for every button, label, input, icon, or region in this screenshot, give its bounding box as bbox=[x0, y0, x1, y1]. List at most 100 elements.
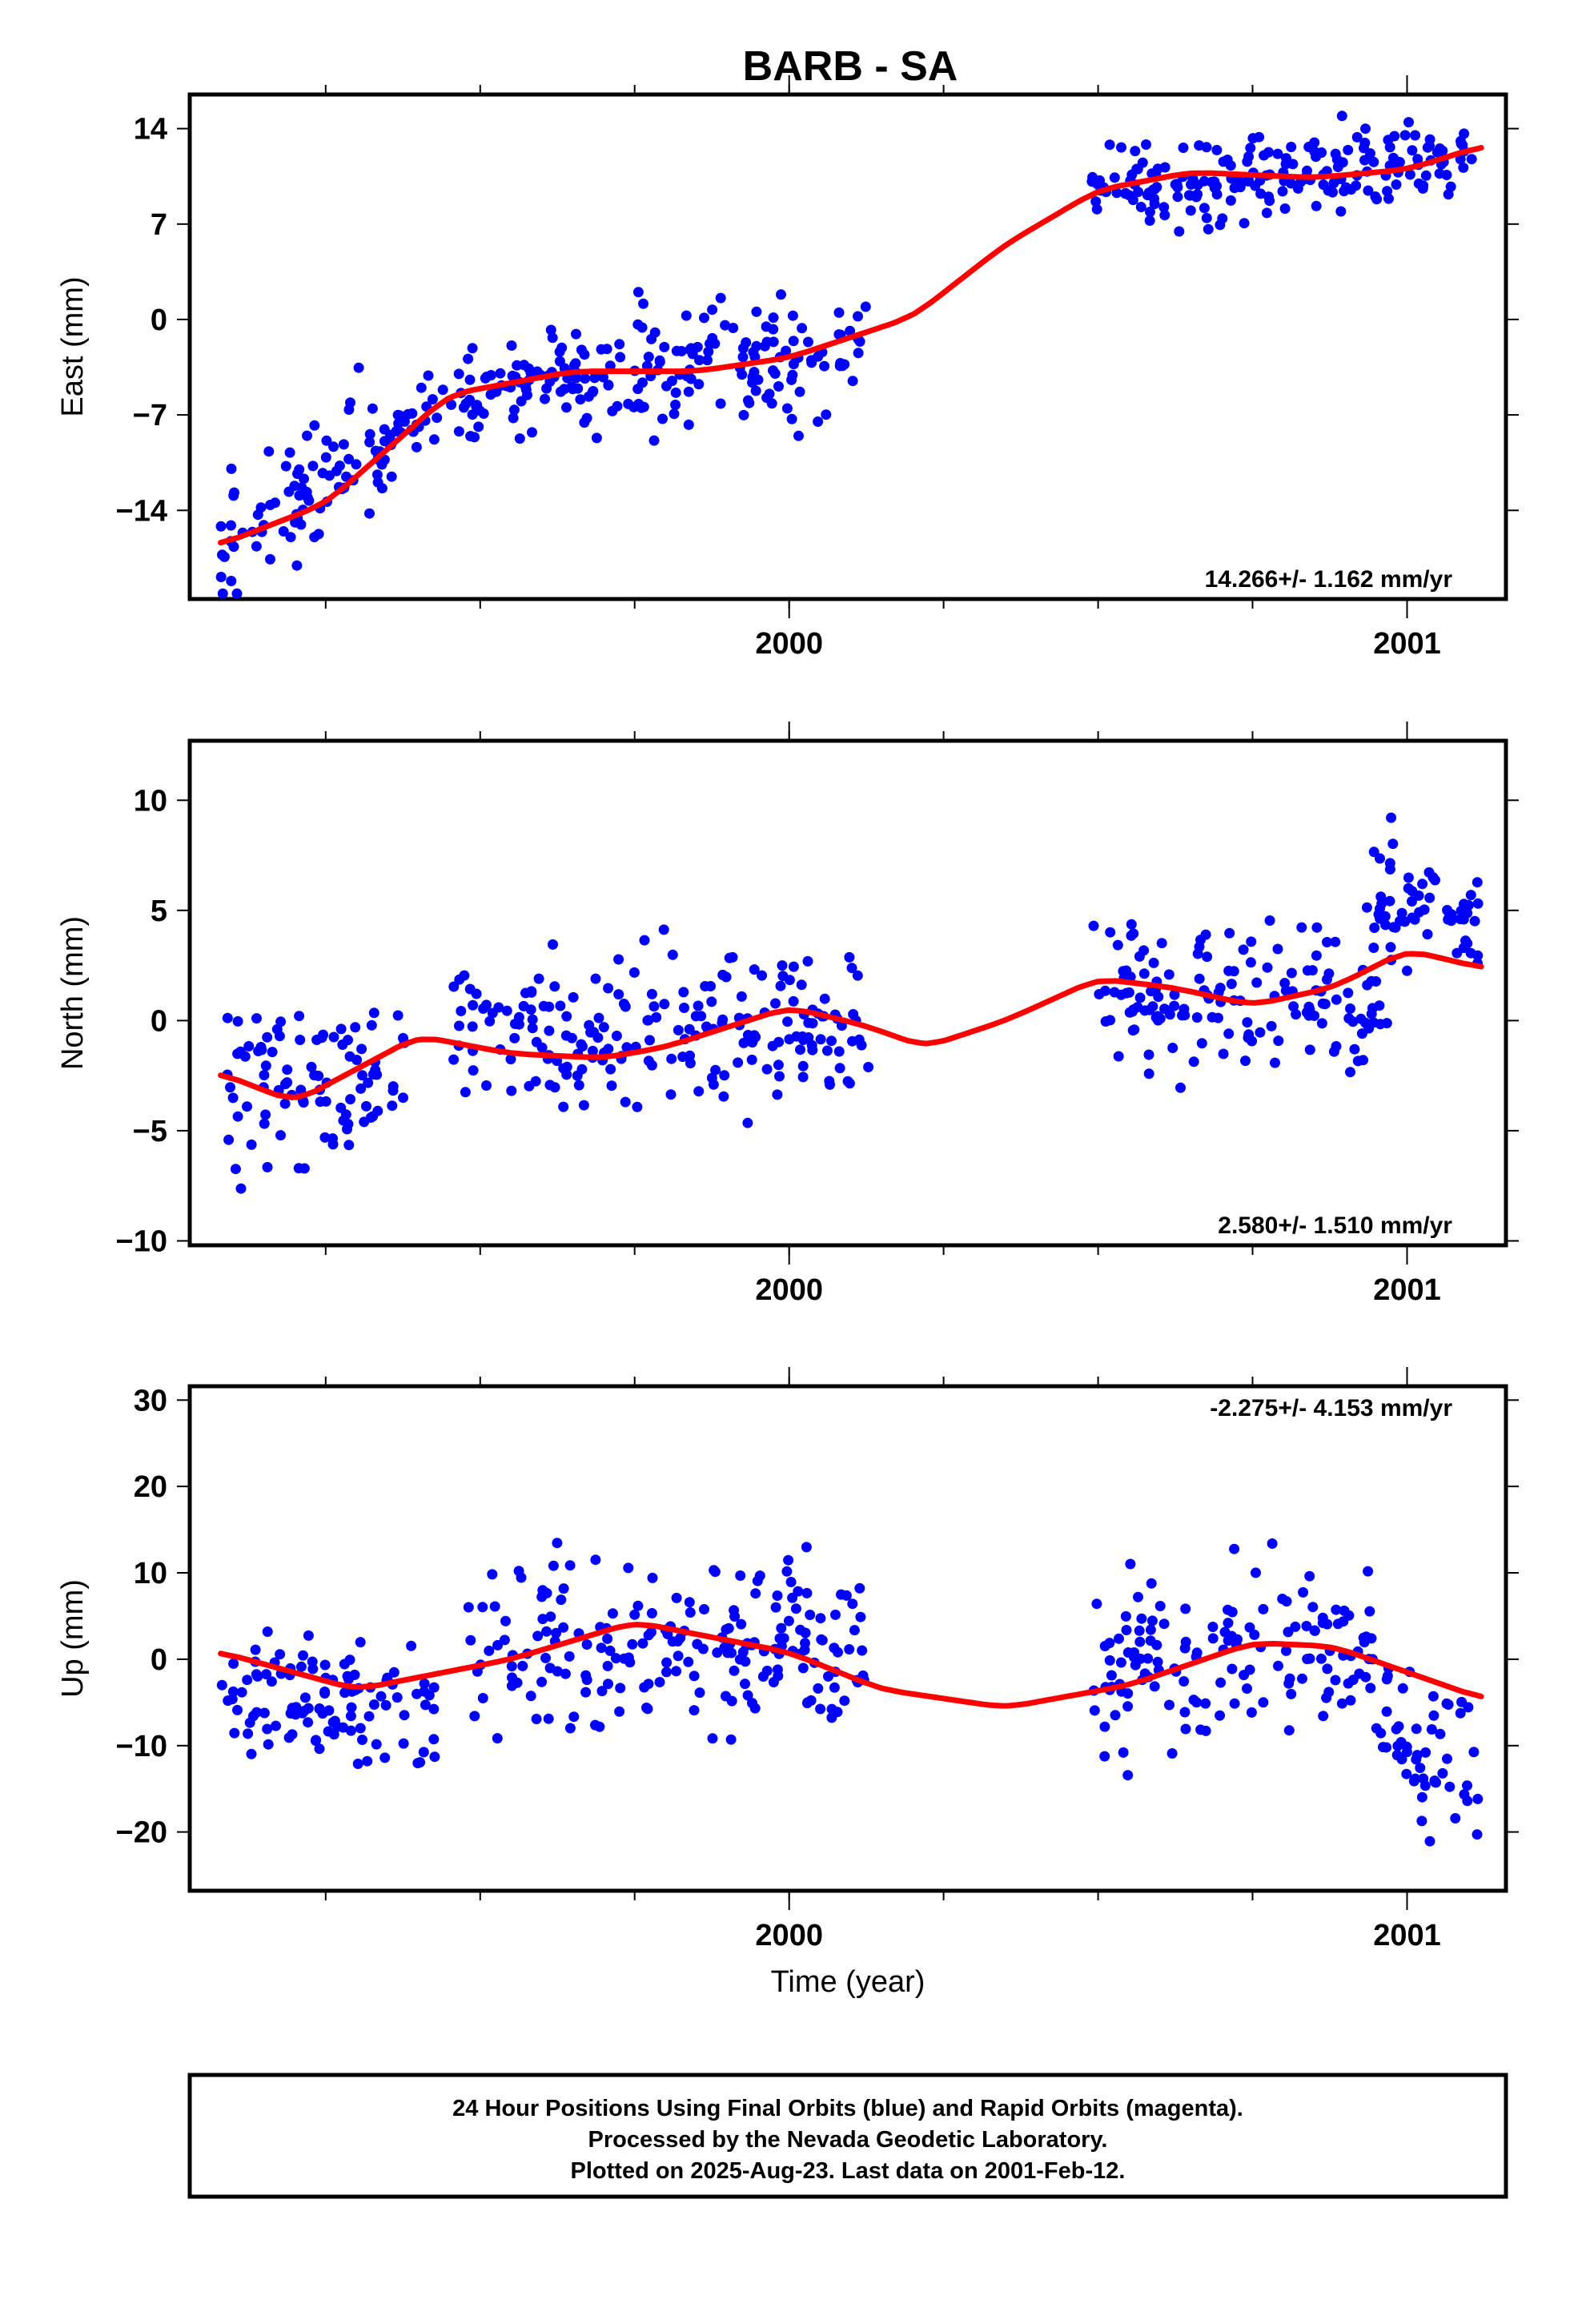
north-data-point bbox=[1175, 1082, 1186, 1093]
up-data-point bbox=[689, 1705, 700, 1716]
up-data-point bbox=[329, 1715, 340, 1727]
east-data-point bbox=[508, 404, 520, 416]
up-data-point bbox=[362, 1755, 373, 1767]
east-data-point bbox=[1086, 176, 1098, 187]
north-data-point bbox=[1296, 922, 1307, 933]
up-data-point bbox=[1428, 1710, 1439, 1721]
up-data-point bbox=[551, 1627, 561, 1638]
up-panel: 2000 2001 30 20 10 0 −10 −20 Up (mm) -2.275+/- … bbox=[56, 1367, 1519, 1952]
north-data-point bbox=[561, 1069, 572, 1080]
up-data-point bbox=[1178, 1676, 1190, 1687]
north-data-point bbox=[456, 1006, 467, 1016]
north-data-point bbox=[1462, 938, 1473, 949]
north-data-point bbox=[459, 970, 470, 981]
east-data-point bbox=[591, 432, 602, 444]
up-data-point bbox=[428, 1682, 440, 1693]
up-data-point bbox=[560, 1668, 571, 1679]
up-data-point bbox=[1106, 1670, 1117, 1681]
up-data-point bbox=[1281, 1645, 1291, 1656]
east-data-point bbox=[1222, 155, 1233, 165]
north-x-tick-label: 2000 bbox=[755, 1273, 823, 1307]
east-data-point bbox=[1141, 139, 1151, 150]
up-data-point bbox=[1330, 1675, 1341, 1686]
north-data-point bbox=[549, 1082, 560, 1093]
north-data-point bbox=[1143, 1049, 1154, 1060]
up-data-point bbox=[1323, 1687, 1335, 1698]
east-data-point bbox=[320, 452, 331, 463]
north-data-point bbox=[1424, 892, 1435, 903]
east-data-point bbox=[761, 336, 773, 348]
north-data-point bbox=[359, 1116, 370, 1128]
north-data-point bbox=[313, 1071, 324, 1081]
up-data-point bbox=[1309, 1625, 1320, 1636]
up-data-point bbox=[1361, 1631, 1371, 1642]
east-data-point bbox=[541, 383, 552, 394]
east-data-point bbox=[860, 301, 871, 312]
up-data-point bbox=[375, 1691, 387, 1702]
up-data-point bbox=[399, 1710, 410, 1721]
footer-frame bbox=[187, 2073, 1508, 2199]
up-data-point bbox=[484, 1645, 495, 1656]
east-data-point bbox=[255, 502, 267, 513]
up-data-point bbox=[536, 1591, 548, 1602]
up-data-point bbox=[1391, 1750, 1403, 1761]
east-data-point bbox=[1311, 200, 1322, 211]
up-data-point bbox=[1142, 1653, 1154, 1664]
north-data-point bbox=[464, 983, 476, 995]
east-data-point bbox=[321, 435, 332, 446]
up-data-point bbox=[826, 1712, 837, 1723]
north-data-point bbox=[1105, 927, 1116, 938]
north-data-point bbox=[1288, 1001, 1299, 1012]
up-data-point bbox=[465, 1634, 476, 1646]
up-data-point bbox=[242, 1675, 253, 1686]
north-data-point bbox=[573, 1080, 584, 1091]
up-data-point bbox=[251, 1707, 263, 1718]
east-data-point bbox=[614, 339, 625, 350]
east-data-point bbox=[1192, 189, 1203, 200]
up-data-point bbox=[610, 1653, 621, 1664]
up-data-point bbox=[1462, 1780, 1472, 1791]
up-data-point bbox=[1378, 1742, 1388, 1753]
east-data-point bbox=[1365, 148, 1375, 159]
north-data-point bbox=[1150, 1012, 1162, 1023]
east-data-point bbox=[283, 486, 295, 497]
north-data-point bbox=[246, 1139, 257, 1150]
up-data-point bbox=[323, 1705, 335, 1716]
up-data-point bbox=[1442, 1753, 1452, 1764]
north-data-point bbox=[782, 1016, 793, 1027]
east-data-point bbox=[215, 521, 227, 532]
east-data-point bbox=[786, 374, 797, 385]
north-data-point bbox=[719, 1070, 730, 1081]
up-data-point bbox=[1133, 1591, 1143, 1602]
north-data-point bbox=[319, 1132, 331, 1143]
north-data-point bbox=[343, 1035, 353, 1046]
east-data-point bbox=[407, 408, 418, 419]
up-data-point bbox=[1110, 1710, 1121, 1721]
up-data-point bbox=[525, 1691, 536, 1702]
north-data-point bbox=[524, 1080, 535, 1092]
north-data-point bbox=[788, 995, 799, 1007]
up-data-point bbox=[415, 1757, 426, 1768]
east-data-point bbox=[514, 433, 525, 444]
east-data-point bbox=[1111, 187, 1122, 199]
east-data-point bbox=[575, 394, 586, 405]
north-y-tick-label: −10 bbox=[116, 1225, 167, 1259]
east-data-point bbox=[1335, 206, 1347, 217]
north-data-point bbox=[294, 1011, 305, 1022]
east-data-point bbox=[747, 377, 758, 388]
north-data-point bbox=[299, 1163, 310, 1174]
east-data-point bbox=[1389, 131, 1400, 142]
east-data-point bbox=[364, 428, 375, 440]
east-data-point bbox=[683, 419, 694, 430]
north-data-point bbox=[815, 1034, 826, 1045]
east-data-point bbox=[540, 393, 550, 404]
north-data-point bbox=[275, 1016, 287, 1027]
up-rate-annotation: -2.275+/- 4.153 mm/yr bbox=[1210, 1395, 1452, 1421]
up-plot-frame bbox=[187, 1384, 1508, 1893]
east-data-point bbox=[324, 470, 335, 481]
up-data-point bbox=[646, 1608, 657, 1618]
up-data-point bbox=[844, 1644, 855, 1655]
north-data-point bbox=[1243, 1029, 1255, 1040]
up-data-point bbox=[540, 1652, 551, 1663]
north-data-point bbox=[242, 1101, 252, 1112]
